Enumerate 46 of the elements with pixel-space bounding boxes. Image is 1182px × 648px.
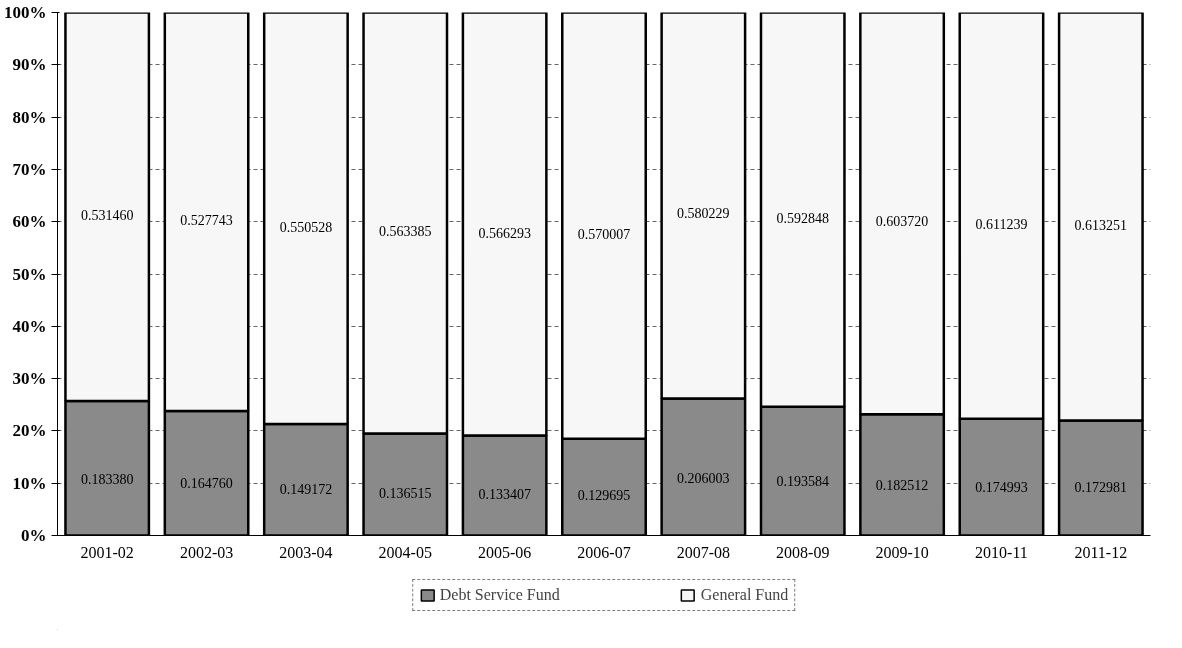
annotation: 0.570007 (577, 227, 631, 243)
x-tick-label: 2003-04 (279, 543, 333, 561)
annotation: 0.566293 (478, 225, 531, 241)
annotation: 0.172981 (1074, 480, 1128, 496)
annotation: 0.136515 (379, 485, 432, 501)
x-tick-label: 2009-10 (875, 543, 929, 561)
annotation: 0.182512 (875, 477, 929, 493)
annotation: 0.206003 (677, 470, 730, 486)
x-tick-label: 2008-09 (776, 543, 830, 561)
x-tick-label: 2005-06 (477, 543, 532, 561)
annotation: 0.603720 (875, 214, 929, 230)
y-tick-label: 60% (12, 212, 47, 232)
annotation: 0.550528 (279, 219, 333, 235)
x-tick-label: 2011-12 (1074, 543, 1128, 561)
x-tick-label: 2004-05 (378, 543, 432, 561)
annotation: 0.164760 (180, 476, 233, 492)
y-tick-label: 0% (21, 526, 47, 545)
x-tick-label: 2002-03 (179, 543, 234, 561)
y-tick-label: 50% (12, 264, 47, 284)
y-tick-label: 10% (12, 473, 47, 493)
annotation: 0.592848 (776, 210, 829, 226)
legend-label: Debt Service Fund (439, 586, 560, 604)
annotation: 0.531460 (80, 207, 134, 223)
legend-label: General Fund (700, 586, 789, 604)
x-tick-label: 2007-08 (676, 543, 731, 561)
y-tick-label: 80% (12, 107, 47, 127)
annotation: 0.129695 (577, 487, 631, 503)
annotation: 0.133407 (478, 486, 531, 502)
y-tick-label: 20% (12, 421, 47, 441)
y-tick-label: 90% (12, 55, 47, 75)
annotation: 0.613251 (1074, 217, 1128, 233)
y-tick-label: 100% (4, 3, 47, 22)
y-tick-label: 40% (12, 316, 47, 336)
annotation: 0.563385 (379, 224, 432, 240)
y-tick-label: 70% (12, 159, 47, 179)
annotation: 0.183380 (80, 472, 134, 488)
annotation: 0.174993 (975, 479, 1028, 495)
annotation: 0.149172 (279, 481, 333, 497)
annotation: 0.580229 (677, 206, 730, 222)
x-tick-label: 2006-07 (577, 543, 631, 561)
x-tick-label: 2010-11 (975, 543, 1028, 561)
x-tick-label: 2001-02 (80, 543, 134, 561)
annotation: 0.527743 (180, 212, 233, 228)
annotation: 0.193584 (776, 474, 829, 490)
annotation: 0.611239 (975, 216, 1028, 232)
y-tick-label: 30% (12, 369, 47, 389)
